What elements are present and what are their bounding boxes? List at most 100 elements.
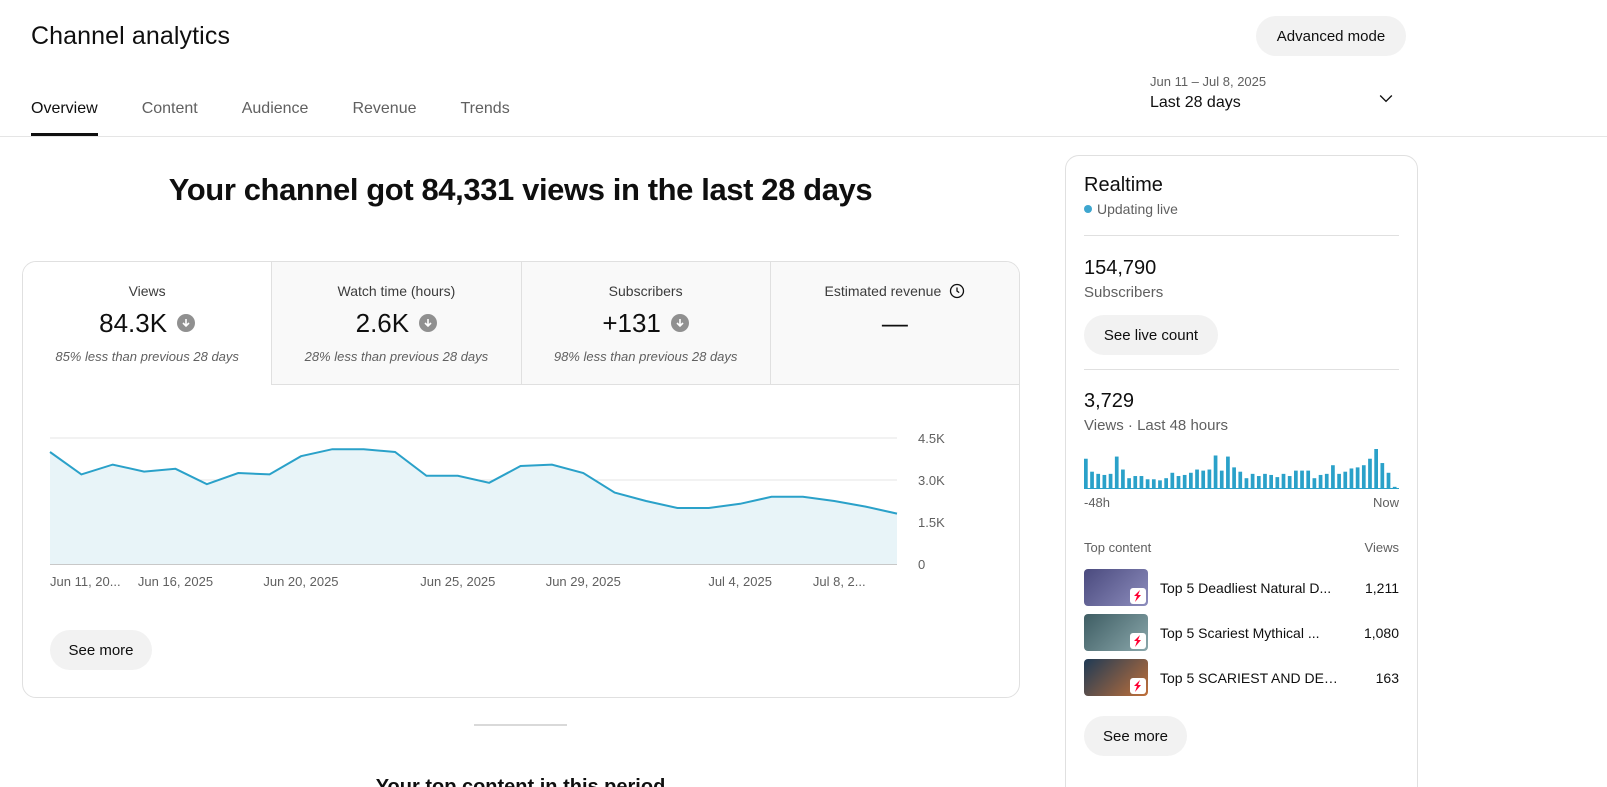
top-content-heading: Your top content in this period xyxy=(375,776,666,787)
metric-estimated-revenue[interactable]: Estimated revenue — xyxy=(769,262,1019,385)
tab-audience[interactable]: Audience xyxy=(241,100,309,117)
realtime-title: Realtime xyxy=(1084,174,1163,196)
y-tick-label: 0 xyxy=(918,557,925,572)
data-point[interactable] xyxy=(828,495,840,507)
live-status: Updating live xyxy=(1097,201,1178,217)
data-point[interactable] xyxy=(44,446,56,458)
realtime-see-more-button[interactable]: See more xyxy=(1084,716,1187,756)
sparkline-bar xyxy=(1133,476,1138,489)
sparkline-bar xyxy=(1182,474,1187,489)
sparkline-bar xyxy=(1361,465,1366,489)
realtime-views-label: Views · Last 48 hours xyxy=(1084,417,1228,434)
data-point[interactable] xyxy=(326,443,338,455)
sparkline-bar xyxy=(1102,474,1107,489)
video-thumbnail xyxy=(1084,569,1148,606)
data-point[interactable] xyxy=(546,459,558,471)
metric-value: — xyxy=(881,307,908,338)
sparkline-bar xyxy=(1201,470,1206,489)
metric-label: Watch time (hours) xyxy=(337,283,456,299)
data-point[interactable] xyxy=(138,466,150,478)
sparkline-bar xyxy=(1374,449,1378,489)
date-range-label: Last 28 days xyxy=(1150,94,1241,111)
tab-overview[interactable]: Overview xyxy=(31,86,98,136)
realtime-subscribers-value: 154,790 xyxy=(1084,257,1157,279)
data-point[interactable] xyxy=(264,468,276,480)
data-point[interactable] xyxy=(389,446,401,458)
top-content-title: Top 5 Scariest Mythical ... xyxy=(1160,624,1320,641)
data-point[interactable] xyxy=(420,470,432,482)
data-point[interactable] xyxy=(891,508,903,520)
sparkline-bar xyxy=(1269,474,1273,489)
metric-views[interactable]: Views 84.3K 85% less than previous 28 da… xyxy=(23,262,272,385)
data-point[interactable] xyxy=(703,502,715,514)
arrow-down-icon xyxy=(177,314,196,332)
top-content-row[interactable]: Top 5 Scariest Mythical ... 1,080 xyxy=(1084,614,1399,651)
arrow-down-icon xyxy=(419,314,438,332)
x-tick-label: Jul 8, 2... xyxy=(813,574,866,589)
top-content-row[interactable]: Top 5 Deadliest Natural D... 1,211 xyxy=(1084,569,1399,606)
sparkline-bar xyxy=(1368,458,1372,489)
sparkline-bar xyxy=(1195,469,1199,489)
data-point[interactable] xyxy=(860,501,872,513)
sparkline-bar xyxy=(1380,463,1385,489)
realtime-subscribers-label: Subscribers xyxy=(1084,284,1164,301)
metric-watch-time[interactable]: Watch time (hours) 2.6K 28% less than pr… xyxy=(271,262,521,385)
sparkline-bar xyxy=(1386,472,1391,489)
data-point[interactable] xyxy=(609,487,621,499)
data-point[interactable] xyxy=(201,478,213,490)
chevron-down-icon[interactable] xyxy=(1376,88,1396,108)
metric-value: 2.6K xyxy=(355,307,410,338)
video-thumbnail xyxy=(1084,614,1148,651)
views-column-label: Views xyxy=(1364,540,1399,555)
tab-revenue[interactable]: Revenue xyxy=(352,100,417,117)
metric-subscribers[interactable]: Subscribers +131 98% less than previous … xyxy=(520,262,770,385)
metric-label: Subscribers xyxy=(608,283,683,299)
data-point[interactable] xyxy=(797,491,809,503)
tab-trends[interactable]: Trends xyxy=(460,100,510,117)
sparkline-bar xyxy=(1170,472,1175,489)
metric-comparison: 85% less than previous 28 days xyxy=(55,349,239,364)
data-point[interactable] xyxy=(483,477,495,489)
sparkline-bar xyxy=(1275,477,1280,489)
metric-comparison: 98% less than previous 28 days xyxy=(553,349,738,364)
data-point[interactable] xyxy=(671,502,683,514)
data-point[interactable] xyxy=(169,463,181,475)
data-point[interactable] xyxy=(766,491,778,503)
tabs-divider xyxy=(0,136,1607,137)
top-content-row[interactable]: Top 5 SCARIEST AND DEA... 163 xyxy=(1084,659,1399,696)
sparkline-bar xyxy=(1207,469,1212,489)
data-point[interactable] xyxy=(295,450,307,462)
x-tick-label: Jun 11, 20... xyxy=(50,574,121,589)
date-range-text: Jun 11 – Jul 8, 2025 xyxy=(1150,74,1267,89)
data-point[interactable] xyxy=(107,459,119,471)
tab-content[interactable]: Content xyxy=(141,100,198,117)
x-tick-label: Jun 25, 2025 xyxy=(420,574,495,589)
data-point[interactable] xyxy=(734,498,746,510)
data-point[interactable] xyxy=(452,470,464,482)
clock-icon[interactable] xyxy=(949,283,965,299)
sparkline-bar xyxy=(1145,479,1150,489)
sparkline-bar xyxy=(1139,476,1144,489)
sparkline-bar xyxy=(1213,455,1218,489)
metric-value: +131 xyxy=(602,307,661,338)
divider xyxy=(1084,369,1399,370)
data-point[interactable] xyxy=(640,495,652,507)
overview-see-more-button[interactable]: See more xyxy=(50,630,152,670)
data-point[interactable] xyxy=(515,460,527,472)
sparkline-bar xyxy=(1176,476,1181,489)
top-content-title: Top 5 Deadliest Natural D... xyxy=(1160,579,1332,596)
page-title: Channel analytics xyxy=(31,22,231,50)
data-point[interactable] xyxy=(75,468,87,480)
top-content-label: Top content xyxy=(1084,540,1152,555)
views-chart-svg: 4.5K 3.0K 1.5K 0 Jun 11, 20... Jun 16, 2025 Ju… xyxy=(44,431,945,589)
see-live-count-button[interactable]: See live count xyxy=(1084,315,1218,355)
data-point[interactable] xyxy=(358,443,370,455)
y-tick-label: 3.0K xyxy=(918,473,945,488)
data-point[interactable] xyxy=(577,467,589,479)
date-range-picker[interactable]: Jun 11 – Jul 8, 2025 Last 28 days xyxy=(1150,74,1406,122)
live-dot-icon xyxy=(1084,205,1092,213)
top-content-views: 163 xyxy=(1375,669,1399,686)
advanced-mode-button[interactable]: Advanced mode xyxy=(1256,16,1406,56)
data-point[interactable] xyxy=(232,467,244,479)
realtime-views-value: 3,729 xyxy=(1084,390,1135,412)
